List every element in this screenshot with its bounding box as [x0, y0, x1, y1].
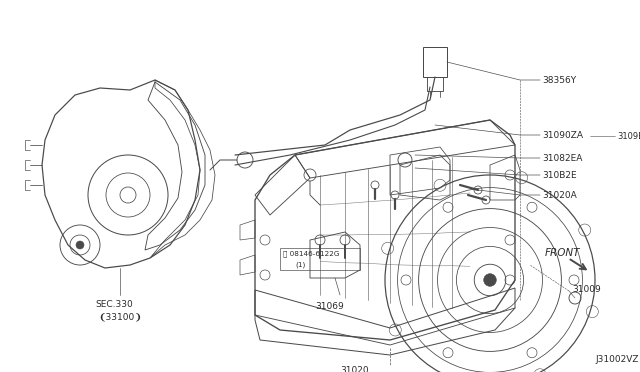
Circle shape [76, 241, 84, 249]
Text: 3109BZ: 3109BZ [617, 132, 640, 141]
Text: 31009: 31009 [572, 285, 601, 294]
Text: FRONT: FRONT [545, 248, 580, 258]
Text: 38356Y: 38356Y [542, 76, 576, 85]
Bar [427, 77, 443, 91]
Text: 31020: 31020 [340, 366, 369, 372]
Text: 31069: 31069 [315, 302, 344, 311]
Text: (1): (1) [295, 262, 305, 269]
Circle shape [484, 274, 496, 286]
Text: 31082EA: 31082EA [542, 154, 582, 163]
Bar [423, 47, 447, 77]
Bar [280, 248, 360, 270]
Text: ❨33100❩: ❨33100❩ [98, 312, 141, 321]
Text: SEC.330: SEC.330 [95, 300, 132, 309]
Text: 310B2E: 310B2E [542, 171, 577, 180]
Text: Ⓑ 08146-6122G: Ⓑ 08146-6122G [283, 250, 339, 257]
Text: J31002VZ: J31002VZ [595, 355, 639, 364]
Text: 31090ZA: 31090ZA [542, 131, 583, 140]
Text: 31020A: 31020A [542, 191, 577, 200]
